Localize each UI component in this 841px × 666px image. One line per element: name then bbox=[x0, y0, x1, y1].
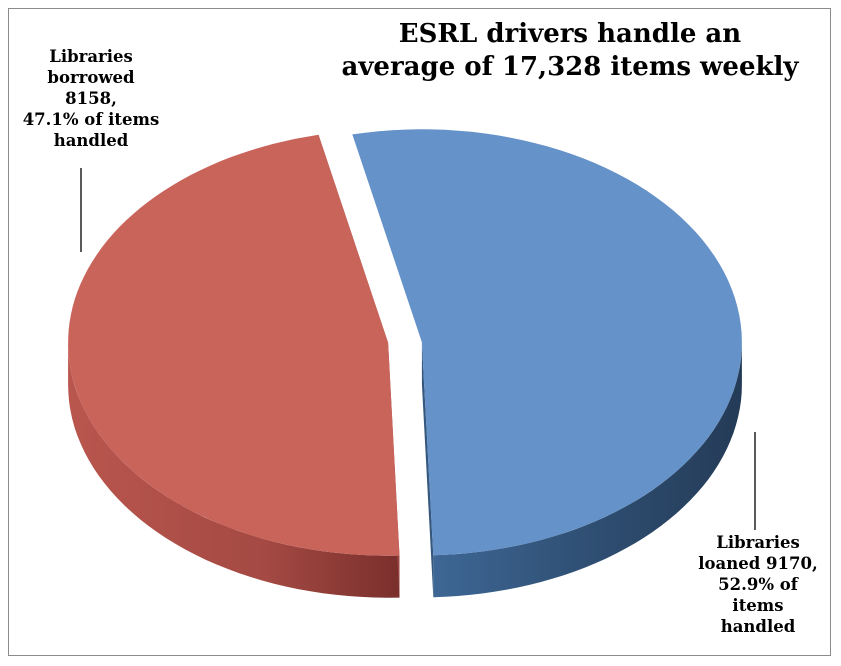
data-label-loaned: Libraries loaned 9170, 52.9% of items ha… bbox=[690, 532, 826, 637]
data-label-borrowed: Libraries borrowed 8158, 47.1% of items … bbox=[22, 46, 160, 151]
data-label-line: borrowed bbox=[47, 68, 135, 87]
pie-slice-loaned bbox=[352, 129, 742, 556]
data-label-line: Libraries bbox=[716, 533, 800, 552]
pie-slice-side-borrowed bbox=[68, 342, 400, 598]
data-label-line: loaned 9170, bbox=[698, 554, 818, 573]
pie-slice-borrowed bbox=[68, 134, 400, 556]
data-label-line: 47.1% of items bbox=[22, 110, 160, 129]
chart-title-line-2: average of 17,328 items weekly bbox=[341, 52, 799, 82]
data-label-line: handled bbox=[53, 131, 129, 150]
data-label-line: handled bbox=[720, 617, 796, 636]
chart-title: ESRL drivers handle an average of 17,328… bbox=[340, 18, 800, 84]
chart-title-line-1: ESRL drivers handle an bbox=[398, 19, 742, 49]
pie-slice-side-loaned bbox=[433, 342, 742, 598]
data-label-line: Libraries bbox=[49, 47, 133, 66]
pie-slice-cut-loaned bbox=[421, 342, 434, 598]
data-label-line: 52.9% of items bbox=[718, 575, 798, 615]
data-label-line: 8158, bbox=[65, 89, 117, 108]
